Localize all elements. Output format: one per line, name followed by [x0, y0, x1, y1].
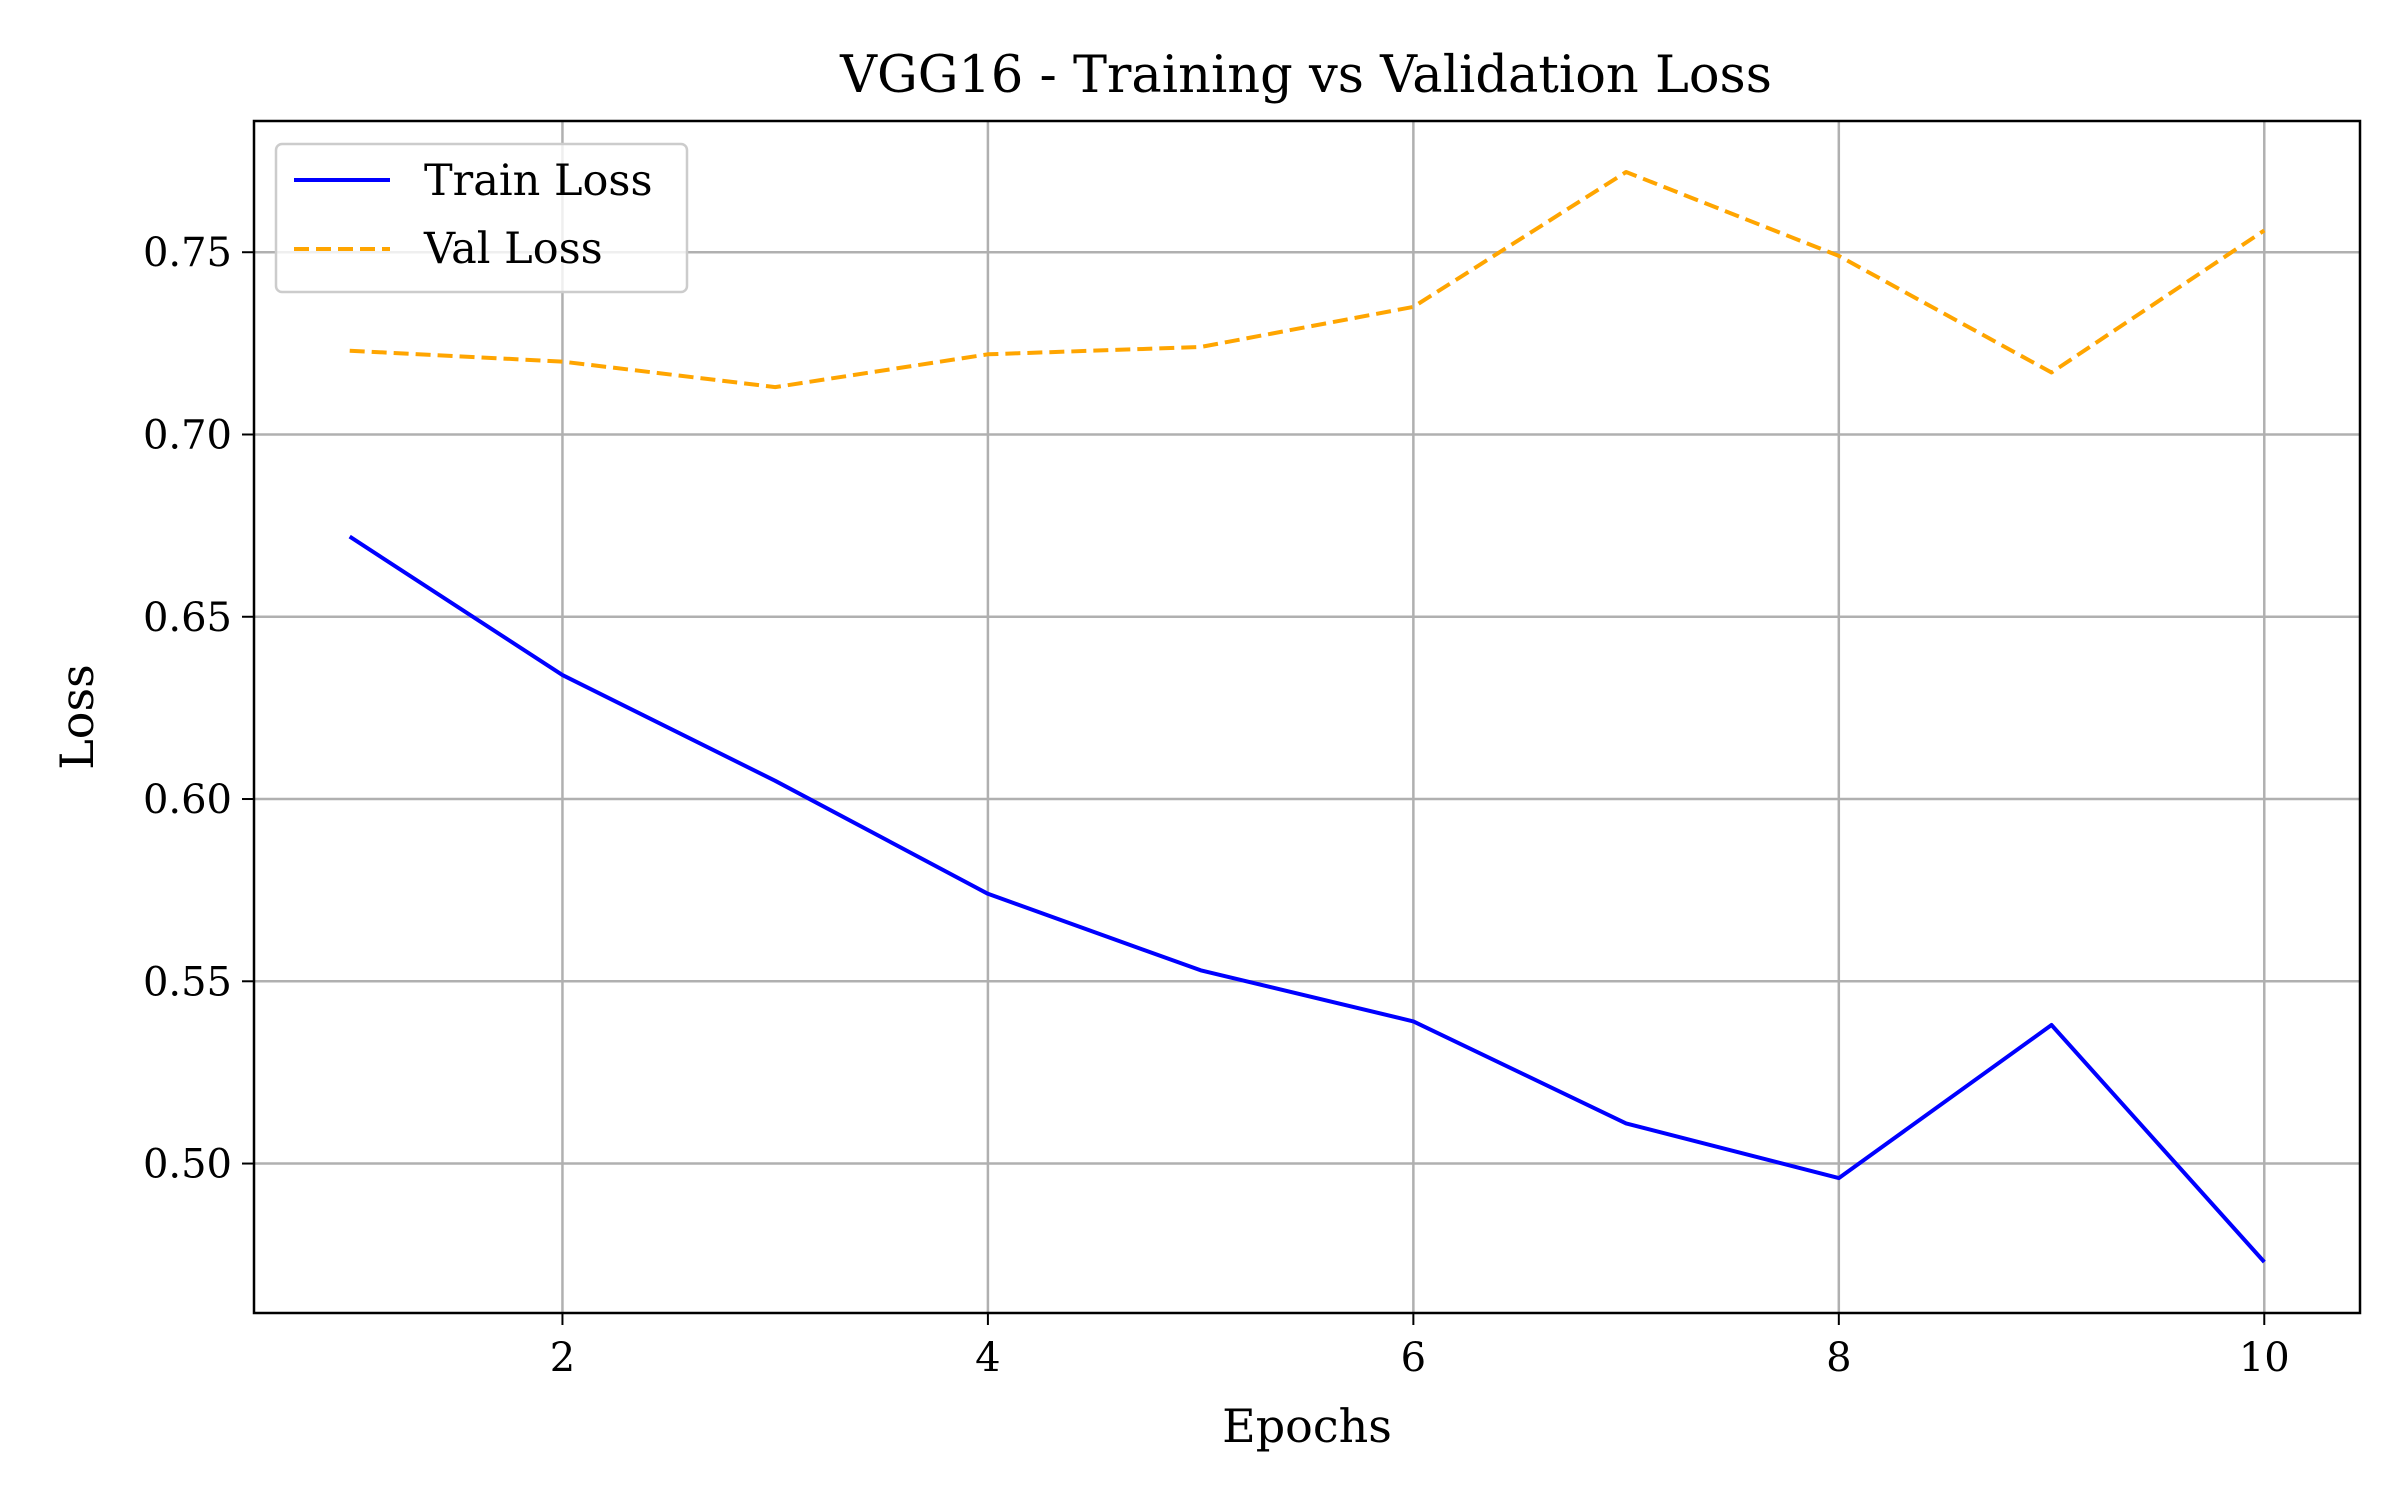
x-axis-label: Epochs — [1222, 1399, 1392, 1453]
y-tick-label: 0.75 — [143, 230, 232, 276]
train-loss-line — [348, 534, 2266, 1264]
series-layer — [348, 170, 2266, 1264]
chart-title: VGG16 - Training vs Validation Loss — [839, 46, 1772, 105]
x-tick-label: 2 — [550, 1335, 575, 1381]
plot-frame — [252, 119, 2362, 1315]
val-loss-line — [349, 170, 2266, 390]
x-tick-label: 6 — [1401, 1335, 1426, 1381]
grid — [254, 121, 2360, 1313]
y-tick-label: 0.70 — [143, 412, 232, 458]
x-tick-label: 4 — [975, 1335, 1000, 1381]
x-tick-label: 8 — [1826, 1335, 1851, 1381]
legend: Train Loss Val Loss — [274, 142, 689, 294]
legend-train-loss-label: Train Loss — [424, 156, 653, 206]
legend-val-loss-label: Val Loss — [423, 224, 603, 274]
ticks: 2 4 6 8 10 0.50 0.55 0.60 0.65 0.70 0.75 — [143, 230, 2290, 1381]
y-tick-label: 0.55 — [143, 959, 232, 1005]
y-tick-label: 0.65 — [143, 595, 232, 641]
x-tick-label: 10 — [2239, 1335, 2290, 1381]
y-tick-label: 0.60 — [143, 777, 232, 823]
y-axis-label: Loss — [50, 664, 104, 769]
y-tick-label: 0.50 — [143, 1142, 232, 1188]
